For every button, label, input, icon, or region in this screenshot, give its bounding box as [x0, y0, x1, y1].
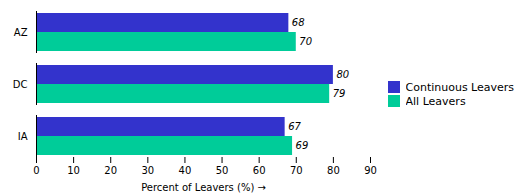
- svg-text:50: 50: [216, 164, 229, 175]
- html-text:All Leavers: All Leavers: [405, 94, 466, 108]
- svg-text:70: 70: [290, 164, 303, 175]
- svg-text:40: 40: [179, 164, 192, 175]
- svg-text:68: 68: [292, 17, 305, 28]
- svg-text:69: 69: [296, 140, 309, 151]
- svg-text:80: 80: [327, 164, 340, 175]
- svg-text:10: 10: [67, 164, 80, 175]
- svg-text:DC: DC: [13, 78, 28, 89]
- svg-text:80: 80: [336, 69, 349, 80]
- svg-text:67: 67: [288, 121, 301, 132]
- svg-text:0: 0: [33, 164, 39, 175]
- html-text:Continuous Leavers: Continuous Leavers: [405, 80, 515, 94]
- svg-text:30: 30: [141, 164, 154, 175]
- svg-text:90: 90: [364, 164, 377, 175]
- svg-text:IA: IA: [18, 130, 28, 141]
- svg-text:70: 70: [299, 36, 312, 47]
- svg-text:20: 20: [104, 164, 117, 175]
- svg-text:AZ: AZ: [14, 26, 28, 37]
- svg-text:79: 79: [333, 88, 346, 99]
- svg-text:60: 60: [253, 164, 266, 175]
- svg-text:Percent of Leavers (%) →: Percent of Leavers (%) →: [141, 181, 266, 192]
